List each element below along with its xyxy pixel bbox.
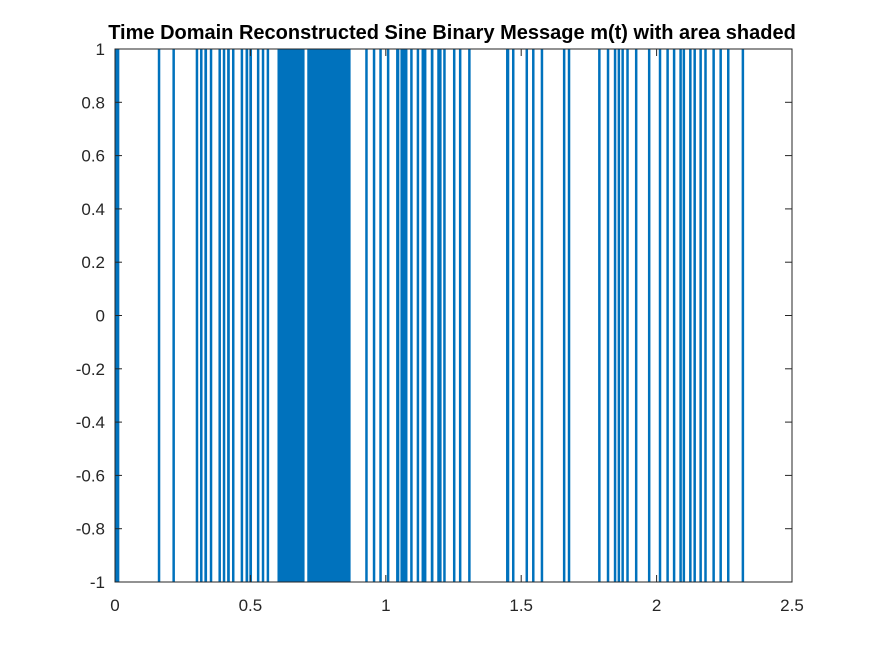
shaded-area-segment (249, 49, 253, 582)
y-tick-label: 0.8 (81, 93, 105, 112)
shaded-area-segment (458, 49, 462, 582)
shaded-area-segment (416, 49, 420, 582)
y-tick-label: 0 (96, 307, 105, 326)
shaded-area-segment (658, 49, 662, 582)
shaded-area-segment (621, 49, 624, 582)
shaded-area-segment (634, 49, 638, 582)
shaded-area-segment (567, 49, 571, 582)
shaded-area-segment (421, 49, 427, 582)
shaded-area-segment (617, 49, 621, 582)
shaded-area-segment (562, 49, 566, 582)
shaded-area-segment (157, 49, 161, 582)
shaded-area-segment (666, 49, 669, 582)
shaded-area-segment (699, 49, 702, 582)
shaded-area-segment (540, 49, 544, 582)
shaded-area-segment (227, 49, 230, 582)
shaded-area-segment (277, 49, 305, 582)
shaded-area-segment (693, 49, 696, 582)
shaded-area-segment (689, 49, 692, 582)
shaded-area-segment (727, 49, 730, 582)
shaded-area-segment (307, 49, 351, 582)
shaded-area-segment (647, 49, 651, 582)
y-tick-label: 0.6 (81, 147, 105, 166)
shaded-area-segment (598, 49, 601, 582)
x-axis: 0 0.5 1 1.5 2 2.5 (110, 49, 804, 615)
shaded-area-segment (443, 49, 446, 582)
shaded-area-segment (741, 49, 745, 582)
shaded-area-segment (245, 49, 249, 582)
x-tick-label: 1 (381, 596, 390, 615)
y-tick-label: 0.4 (81, 200, 105, 219)
shaded-area-segment (719, 49, 722, 582)
shaded-area-segment (452, 49, 456, 582)
y-tick-label: -0.2 (76, 360, 105, 379)
shaded-area-segment (204, 49, 208, 582)
shaded-area-segment (704, 49, 707, 582)
shaded-area-segment (266, 49, 270, 582)
shaded-area-segment (379, 49, 382, 582)
shaded-area-segment (172, 49, 175, 582)
shaded-area-segment (532, 49, 535, 582)
shaded-area-segment (410, 49, 413, 582)
shaded-area-segment (679, 49, 682, 582)
x-tick-label: 2 (652, 596, 661, 615)
y-tick-label: 0.2 (81, 253, 105, 272)
plot-area (115, 49, 745, 582)
shaded-area-segment (613, 49, 617, 582)
shaded-area-segment (222, 49, 226, 582)
y-tick-label: -0.4 (76, 413, 105, 432)
shaded-area-segment (682, 49, 686, 582)
shaded-area-segment (430, 49, 434, 582)
x-tick-label: 0.5 (239, 596, 263, 615)
shaded-area-segment (209, 49, 213, 582)
shaded-area-segment (386, 49, 390, 582)
shaded-area-segment (672, 49, 676, 582)
shaded-area-segment (400, 49, 408, 582)
shaded-area-segment (200, 49, 203, 582)
shaded-area-segment (218, 49, 221, 582)
shaded-area-segment (712, 49, 715, 582)
y-tick-label: -0.8 (76, 520, 105, 539)
shaded-area-segment (525, 49, 529, 582)
x-tick-label: 1.5 (509, 596, 533, 615)
shaded-area-segment (396, 49, 400, 582)
y-tick-label: -1 (90, 573, 105, 592)
shaded-area-segment (195, 49, 199, 582)
shaded-area-segment (511, 49, 515, 582)
shaded-area-segment (365, 49, 368, 582)
y-axis: -1 -0.8 -0.6 -0.4 -0.2 0 0.2 0.4 0.6 0.8 1 (76, 40, 792, 592)
x-tick-label: 2.5 (780, 596, 804, 615)
shaded-area-segment (468, 49, 471, 582)
x-tick-label: 0 (110, 596, 119, 615)
y-tick-label: -0.6 (76, 466, 105, 485)
y-tick-label: 1 (96, 40, 105, 59)
axes-box (114, 48, 793, 583)
shaded-area-segment (261, 49, 265, 582)
shaded-area-segment (437, 49, 442, 582)
chart-title: Time Domain Reconstructed Sine Binary Me… (108, 22, 796, 44)
shaded-area-segment (231, 49, 235, 582)
shaded-area-segment (606, 49, 610, 582)
shaded-area-segment (506, 49, 510, 582)
shaded-area-segment (256, 49, 260, 582)
shaded-area-segment (372, 49, 376, 582)
shaded-area-segment (626, 49, 629, 582)
shaded-area-segment (240, 49, 244, 582)
